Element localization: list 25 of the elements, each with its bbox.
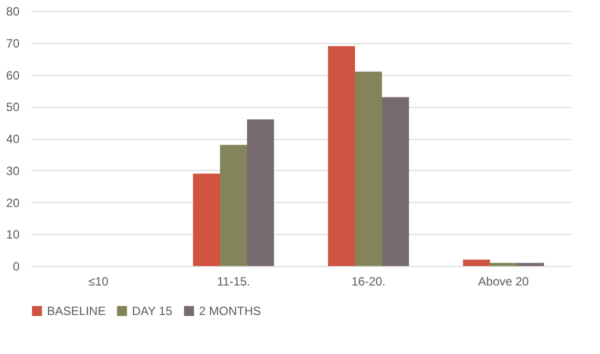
bar [193,174,220,266]
bar [220,144,247,266]
bar [517,262,544,266]
legend-label: 2 MONTHS [199,304,262,318]
legend-label: DAY 15 [132,304,173,318]
legend-label: BASELINE [47,304,106,318]
bar [355,72,382,266]
x-tick-label: 16-20. [351,274,386,288]
y-tick-label: 0 [12,260,20,274]
y-tick-label: 10 [6,228,20,242]
x-tick-label: ≤10 [88,274,109,288]
bar [463,260,490,266]
bar [328,46,355,266]
bar [490,262,517,266]
bar [382,97,409,266]
x-tick-label: Above 20 [478,274,530,288]
y-tick-label: 20 [6,196,20,210]
bar [247,119,274,266]
y-tick-label: 50 [6,100,20,114]
y-tick-label: 40 [6,132,20,146]
x-tick-label: 11-15. [216,274,250,288]
y-tick-label: 80 [6,4,20,18]
y-tick-label: 60 [6,68,20,82]
y-tick-label: 30 [6,164,20,178]
y-tick-label: 70 [6,36,20,50]
